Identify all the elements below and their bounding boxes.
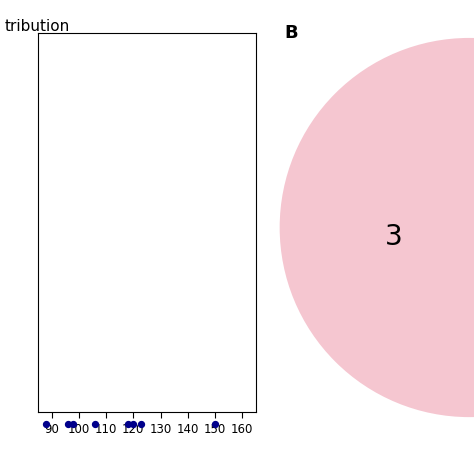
Point	[124, 420, 132, 428]
Circle shape	[280, 38, 474, 417]
Text: B: B	[284, 24, 298, 42]
Point	[42, 420, 50, 428]
Text: 3: 3	[384, 223, 402, 251]
Point	[64, 420, 72, 428]
Text: tribution: tribution	[5, 19, 70, 34]
Point	[138, 420, 146, 428]
Point	[129, 420, 137, 428]
Point	[211, 420, 219, 428]
Point	[70, 420, 77, 428]
Point	[91, 420, 99, 428]
